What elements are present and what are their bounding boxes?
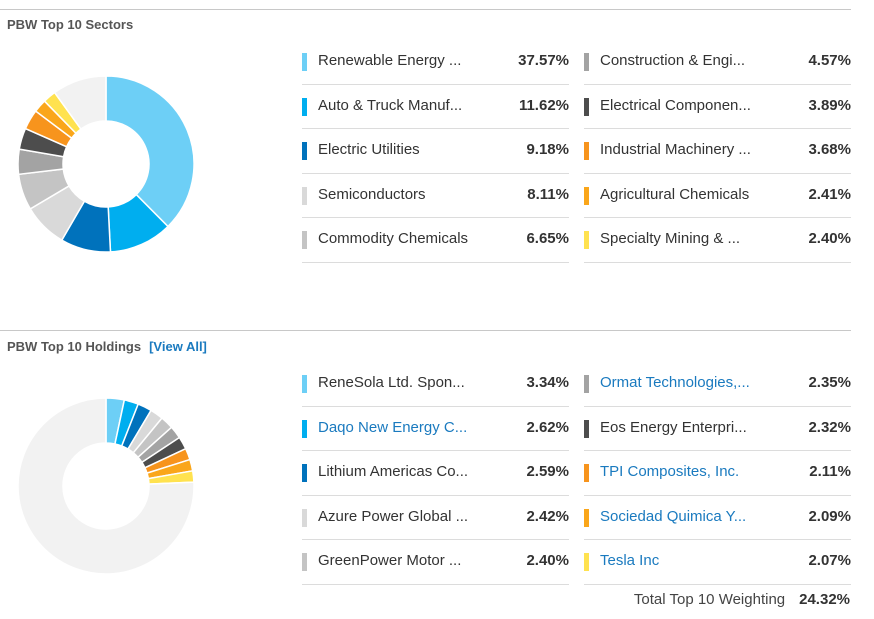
legend-swatch	[302, 464, 307, 482]
holding-legend-item-azure-power-global: Azure Power Global ... 2.42%	[302, 496, 569, 540]
sector-item-percent: 11.62%	[518, 96, 569, 114]
sector-item-name: Auto & Truck Manuf...	[318, 96, 463, 114]
legend-swatch	[302, 375, 307, 393]
holding-legend-item-ormat-technologies[interactable]: Ormat Technologies,... 2.35%	[584, 362, 851, 407]
legend-swatch	[584, 231, 589, 249]
sector-item-name: Commodity Chemicals	[318, 230, 469, 247]
holding-item-percent: 2.42%	[526, 507, 569, 525]
legend-swatch	[584, 53, 589, 71]
legend-swatch	[302, 419, 307, 438]
sector-item-percent: 8.11%	[527, 185, 569, 203]
sector-item-name: Renewable Energy ...	[318, 52, 462, 69]
sector-legend-item-agricultural-chemicals: Agricultural Chemicals 2.41%	[584, 174, 851, 218]
total-weighting: Total Top 10 Weighting 24.32%	[634, 591, 850, 608]
sector-legend-item-construction-engi: Construction & Engi... 4.57%	[584, 40, 851, 85]
holding-item-name: GreenPower Motor ...	[318, 552, 462, 569]
sectors-legend-column-1: Renewable Energy ... 37.57% Auto & Truck M…	[302, 40, 569, 263]
sector-item-percent: 4.57%	[808, 52, 851, 69]
holding-legend-item-renesola-ltd-spon: ReneSola Ltd. Spon... 3.34%	[302, 362, 569, 407]
holdings-donut-chart	[18, 398, 194, 574]
legend-swatch	[584, 142, 589, 160]
legend-swatch	[584, 553, 589, 571]
sector-legend-item-industrial-machinery: Industrial Machinery ... 3.68%	[584, 129, 851, 174]
legend-swatch	[302, 553, 307, 571]
legend-swatch	[302, 97, 307, 116]
holding-item-percent: 2.11%	[809, 463, 851, 480]
holding-item-name[interactable]: Sociedad Quimica Y...	[600, 507, 747, 525]
sector-item-name: Semiconductors	[318, 185, 426, 203]
holding-legend-item-tpi-composites-inc[interactable]: TPI Composites, Inc. 2.11%	[584, 451, 851, 496]
sector-item-percent: 6.65%	[526, 230, 569, 247]
sector-item-name: Agricultural Chemicals	[600, 185, 750, 203]
legend-swatch	[584, 419, 589, 438]
sector-legend-item-commodity-chemicals: Commodity Chemicals 6.65%	[302, 218, 569, 263]
holdings-title-bar: PBW Top 10 Holdings [View All]	[7, 339, 207, 354]
holding-legend-item-daqo-new-energy-c[interactable]: Daqo New Energy C... 2.62%	[302, 407, 569, 451]
holding-item-percent: 3.34%	[526, 374, 569, 391]
sector-item-percent: 37.57%	[518, 52, 569, 69]
sector-legend-item-electric-utilities: Electric Utilities 9.18%	[302, 129, 569, 174]
sector-item-percent: 3.89%	[808, 96, 851, 114]
sector-item-name: Electric Utilities	[318, 141, 420, 158]
sector-legend-item-electrical-componen: Electrical Componen... 3.89%	[584, 85, 851, 129]
legend-swatch	[302, 231, 307, 249]
holding-item-name: Eos Energy Enterpri...	[600, 418, 747, 436]
holdings-title: PBW Top 10 Holdings	[7, 339, 142, 354]
holding-item-percent: 2.40%	[526, 552, 569, 569]
holding-item-percent: 2.35%	[808, 374, 851, 391]
legend-swatch	[584, 508, 589, 527]
legend-swatch	[584, 375, 589, 393]
legend-swatch	[584, 464, 589, 482]
sector-item-name: Construction & Engi...	[600, 52, 746, 69]
legend-swatch	[302, 142, 307, 160]
sector-legend-item-auto-truck-manuf: Auto & Truck Manuf... 11.62%	[302, 85, 569, 129]
holding-item-name[interactable]: Daqo New Energy C...	[318, 418, 468, 436]
sector-item-percent: 2.40%	[808, 230, 851, 247]
legend-swatch	[302, 53, 307, 71]
sectors-title: PBW Top 10 Sectors	[7, 17, 134, 32]
holding-legend-item-greenpower-motor: GreenPower Motor ... 2.40%	[302, 540, 569, 585]
sector-item-name: Specialty Mining & ...	[600, 230, 741, 247]
sector-legend-item-specialty-mining: Specialty Mining & ... 2.40%	[584, 218, 851, 263]
holdings-legend-column-2: Ormat Technologies,... 2.35% Eos Energy En…	[584, 362, 851, 585]
sector-legend-item-renewable-energy: Renewable Energy ... 37.57%	[302, 40, 569, 85]
holding-item-name: Lithium Americas Co...	[318, 463, 469, 480]
view-all-link[interactable]: [View All]	[149, 339, 207, 354]
holding-item-name[interactable]: TPI Composites, Inc.	[600, 463, 740, 480]
donut-slice-renewable-energy	[105, 76, 194, 228]
holding-item-percent: 2.59%	[526, 463, 569, 480]
holdings-legend-column-1: ReneSola Ltd. Spon... 3.34% Daqo New Energ…	[302, 362, 569, 585]
holding-item-percent: 2.09%	[808, 507, 851, 525]
holding-legend-item-sociedad-quimica-y[interactable]: Sociedad Quimica Y... 2.09%	[584, 496, 851, 540]
sector-legend-item-semiconductors: Semiconductors 8.11%	[302, 174, 569, 218]
sectors-donut-chart	[18, 76, 194, 252]
section-divider	[0, 9, 851, 10]
holding-legend-item-lithium-americas-co: Lithium Americas Co... 2.59%	[302, 451, 569, 496]
sector-item-percent: 9.18%	[526, 141, 569, 158]
holding-item-name: ReneSola Ltd. Spon...	[318, 374, 465, 391]
holding-item-name[interactable]: Ormat Technologies,...	[600, 374, 750, 391]
total-weighting-value: 24.32%	[799, 591, 850, 608]
holding-item-percent: 2.32%	[808, 418, 851, 436]
donut-slice-remainder	[18, 398, 194, 574]
sector-item-name: Electrical Componen...	[600, 96, 751, 114]
holding-item-name: Azure Power Global ...	[318, 507, 469, 525]
sector-item-name: Industrial Machinery ...	[600, 141, 751, 158]
donut-slice-remainder	[53, 76, 107, 131]
legend-swatch	[584, 97, 589, 116]
sector-item-percent: 3.68%	[808, 141, 851, 158]
holding-legend-item-eos-energy-enterpri: Eos Energy Enterpri... 2.32%	[584, 407, 851, 451]
total-weighting-label: Total Top 10 Weighting	[633, 591, 786, 608]
holding-item-percent: 2.07%	[808, 552, 851, 569]
section-divider	[0, 330, 851, 331]
sectors-legend-column-2: Construction & Engi... 4.57% Electrical Co…	[584, 40, 851, 263]
holding-item-percent: 2.62%	[526, 418, 569, 436]
sector-item-percent: 2.41%	[808, 185, 851, 203]
legend-swatch	[302, 186, 307, 205]
holding-legend-item-tesla-inc[interactable]: Tesla Inc 2.07%	[584, 540, 851, 585]
holding-item-name[interactable]: Tesla Inc	[600, 552, 660, 569]
legend-swatch	[302, 508, 307, 527]
legend-swatch	[584, 186, 589, 205]
